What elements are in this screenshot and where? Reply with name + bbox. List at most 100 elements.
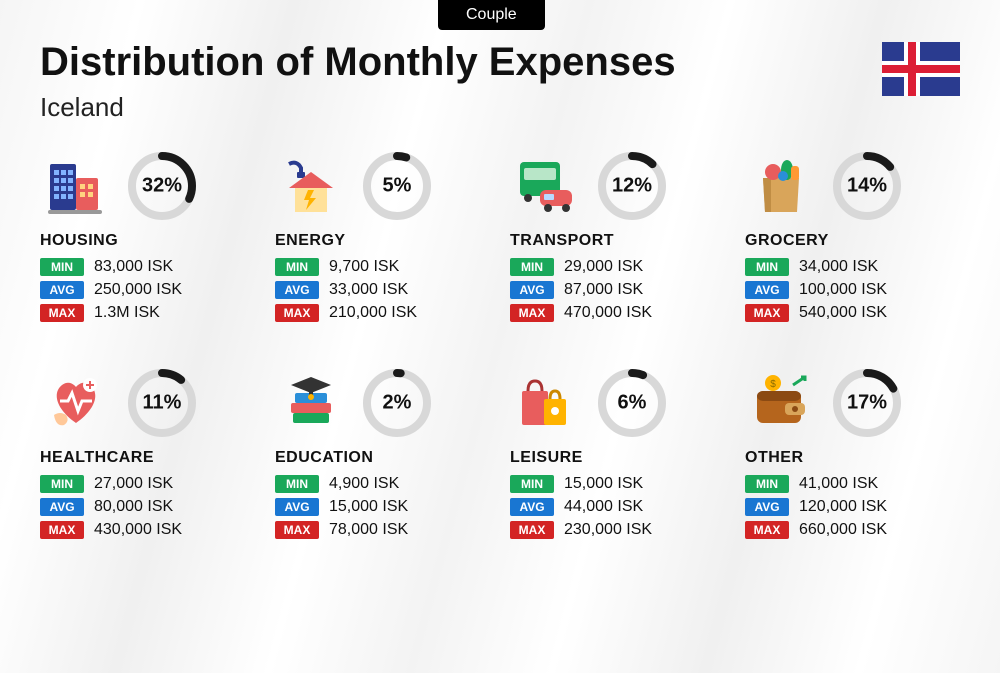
stat-max: MAX 430,000 ISK (40, 521, 255, 539)
max-value: 470,000 ISK (564, 304, 652, 322)
stat-avg: AVG 87,000 ISK (510, 281, 725, 299)
category-stats: MIN 34,000 ISK AVG 100,000 ISK MAX 540,0… (745, 258, 960, 322)
avg-badge: AVG (40, 281, 84, 299)
stat-min: MIN 29,000 ISK (510, 258, 725, 276)
max-badge: MAX (275, 304, 319, 322)
category-name: TRANSPORT (510, 232, 725, 250)
category-card-other: $ 17% OTHER MIN 41,000 ISK AVG 120,000 I… (745, 367, 960, 544)
min-value: 4,900 ISK (329, 475, 399, 493)
percent-label: 11% (143, 392, 182, 415)
category-card-leisure: 6% LEISURE MIN 15,000 ISK AVG 44,000 ISK… (510, 367, 725, 544)
category-card-education: 2% EDUCATION MIN 4,900 ISK AVG 15,000 IS… (275, 367, 490, 544)
min-value: 27,000 ISK (94, 475, 173, 493)
stat-max: MAX 540,000 ISK (745, 304, 960, 322)
min-badge: MIN (510, 475, 554, 493)
tab-couple: Couple (438, 0, 545, 30)
max-badge: MAX (275, 521, 319, 539)
stat-max: MAX 230,000 ISK (510, 521, 725, 539)
stat-avg: AVG 250,000 ISK (40, 281, 255, 299)
min-badge: MIN (275, 475, 319, 493)
category-stats: MIN 4,900 ISK AVG 15,000 ISK MAX 78,000 … (275, 475, 490, 539)
stat-min: MIN 34,000 ISK (745, 258, 960, 276)
stat-avg: AVG 100,000 ISK (745, 281, 960, 299)
percent-label: 17% (847, 392, 887, 415)
svg-text:$: $ (770, 379, 776, 390)
category-name: HOUSING (40, 232, 255, 250)
avg-badge: AVG (275, 281, 319, 299)
avg-value: 100,000 ISK (799, 281, 887, 299)
category-stats: MIN 9,700 ISK AVG 33,000 ISK MAX 210,000… (275, 258, 490, 322)
avg-badge: AVG (745, 281, 789, 299)
categories-grid: 32% HOUSING MIN 83,000 ISK AVG 250,000 I… (40, 150, 960, 544)
min-value: 34,000 ISK (799, 258, 878, 276)
stat-min: MIN 27,000 ISK (40, 475, 255, 493)
category-stats: MIN 29,000 ISK AVG 87,000 ISK MAX 470,00… (510, 258, 725, 322)
stat-max: MAX 210,000 ISK (275, 304, 490, 322)
stat-min: MIN 4,900 ISK (275, 475, 490, 493)
category-card-housing: 32% HOUSING MIN 83,000 ISK AVG 250,000 I… (40, 150, 255, 327)
max-value: 540,000 ISK (799, 304, 887, 322)
percent-label: 2% (383, 392, 412, 415)
max-badge: MAX (510, 304, 554, 322)
min-badge: MIN (745, 475, 789, 493)
category-stats: MIN 27,000 ISK AVG 80,000 ISK MAX 430,00… (40, 475, 255, 539)
percent-label: 5% (383, 175, 412, 198)
percent-label: 32% (142, 175, 182, 198)
percent-label: 14% (847, 175, 887, 198)
max-badge: MAX (40, 304, 84, 322)
category-name: OTHER (745, 449, 960, 467)
stat-min: MIN 9,700 ISK (275, 258, 490, 276)
category-card-grocery: 14% GROCERY MIN 34,000 ISK AVG 100,000 I… (745, 150, 960, 327)
min-badge: MIN (510, 258, 554, 276)
min-badge: MIN (40, 258, 84, 276)
avg-value: 87,000 ISK (564, 281, 643, 299)
house-energy-icon (275, 150, 347, 222)
percent-label: 6% (618, 392, 647, 415)
category-stats: MIN 15,000 ISK AVG 44,000 ISK MAX 230,00… (510, 475, 725, 539)
percent-label: 12% (612, 175, 652, 198)
category-stats: MIN 83,000 ISK AVG 250,000 ISK MAX 1.3M … (40, 258, 255, 322)
avg-value: 80,000 ISK (94, 498, 173, 516)
min-badge: MIN (40, 475, 84, 493)
max-value: 210,000 ISK (329, 304, 417, 322)
category-stats: MIN 41,000 ISK AVG 120,000 ISK MAX 660,0… (745, 475, 960, 539)
stat-avg: AVG 15,000 ISK (275, 498, 490, 516)
max-value: 660,000 ISK (799, 521, 887, 539)
stat-max: MAX 660,000 ISK (745, 521, 960, 539)
avg-value: 44,000 ISK (564, 498, 643, 516)
wallet-icon: $ (745, 367, 817, 439)
percent-ring: 5% (361, 150, 433, 222)
heart-health-icon (40, 367, 112, 439)
avg-value: 15,000 ISK (329, 498, 408, 516)
category-name: EDUCATION (275, 449, 490, 467)
category-name: GROCERY (745, 232, 960, 250)
avg-value: 120,000 ISK (799, 498, 887, 516)
category-name: HEALTHCARE (40, 449, 255, 467)
stat-min: MIN 15,000 ISK (510, 475, 725, 493)
min-value: 83,000 ISK (94, 258, 173, 276)
min-value: 41,000 ISK (799, 475, 878, 493)
max-value: 1.3M ISK (94, 304, 160, 322)
min-badge: MIN (275, 258, 319, 276)
shopping-bags-icon (510, 367, 582, 439)
category-card-energy: 5% ENERGY MIN 9,700 ISK AVG 33,000 ISK M… (275, 150, 490, 327)
percent-ring: 32% (126, 150, 198, 222)
avg-value: 33,000 ISK (329, 281, 408, 299)
stat-max: MAX 78,000 ISK (275, 521, 490, 539)
min-badge: MIN (745, 258, 789, 276)
stat-avg: AVG 80,000 ISK (40, 498, 255, 516)
percent-ring: 14% (831, 150, 903, 222)
buildings-icon (40, 150, 112, 222)
percent-ring: 17% (831, 367, 903, 439)
avg-badge: AVG (745, 498, 789, 516)
max-value: 230,000 ISK (564, 521, 652, 539)
bus-car-icon (510, 150, 582, 222)
page-title: Distribution of Monthly Expenses (40, 40, 676, 85)
iceland-flag-icon (882, 42, 960, 96)
category-card-transport: 12% TRANSPORT MIN 29,000 ISK AVG 87,000 … (510, 150, 725, 327)
max-badge: MAX (745, 304, 789, 322)
books-cap-icon (275, 367, 347, 439)
percent-ring: 6% (596, 367, 668, 439)
stat-avg: AVG 33,000 ISK (275, 281, 490, 299)
max-value: 430,000 ISK (94, 521, 182, 539)
